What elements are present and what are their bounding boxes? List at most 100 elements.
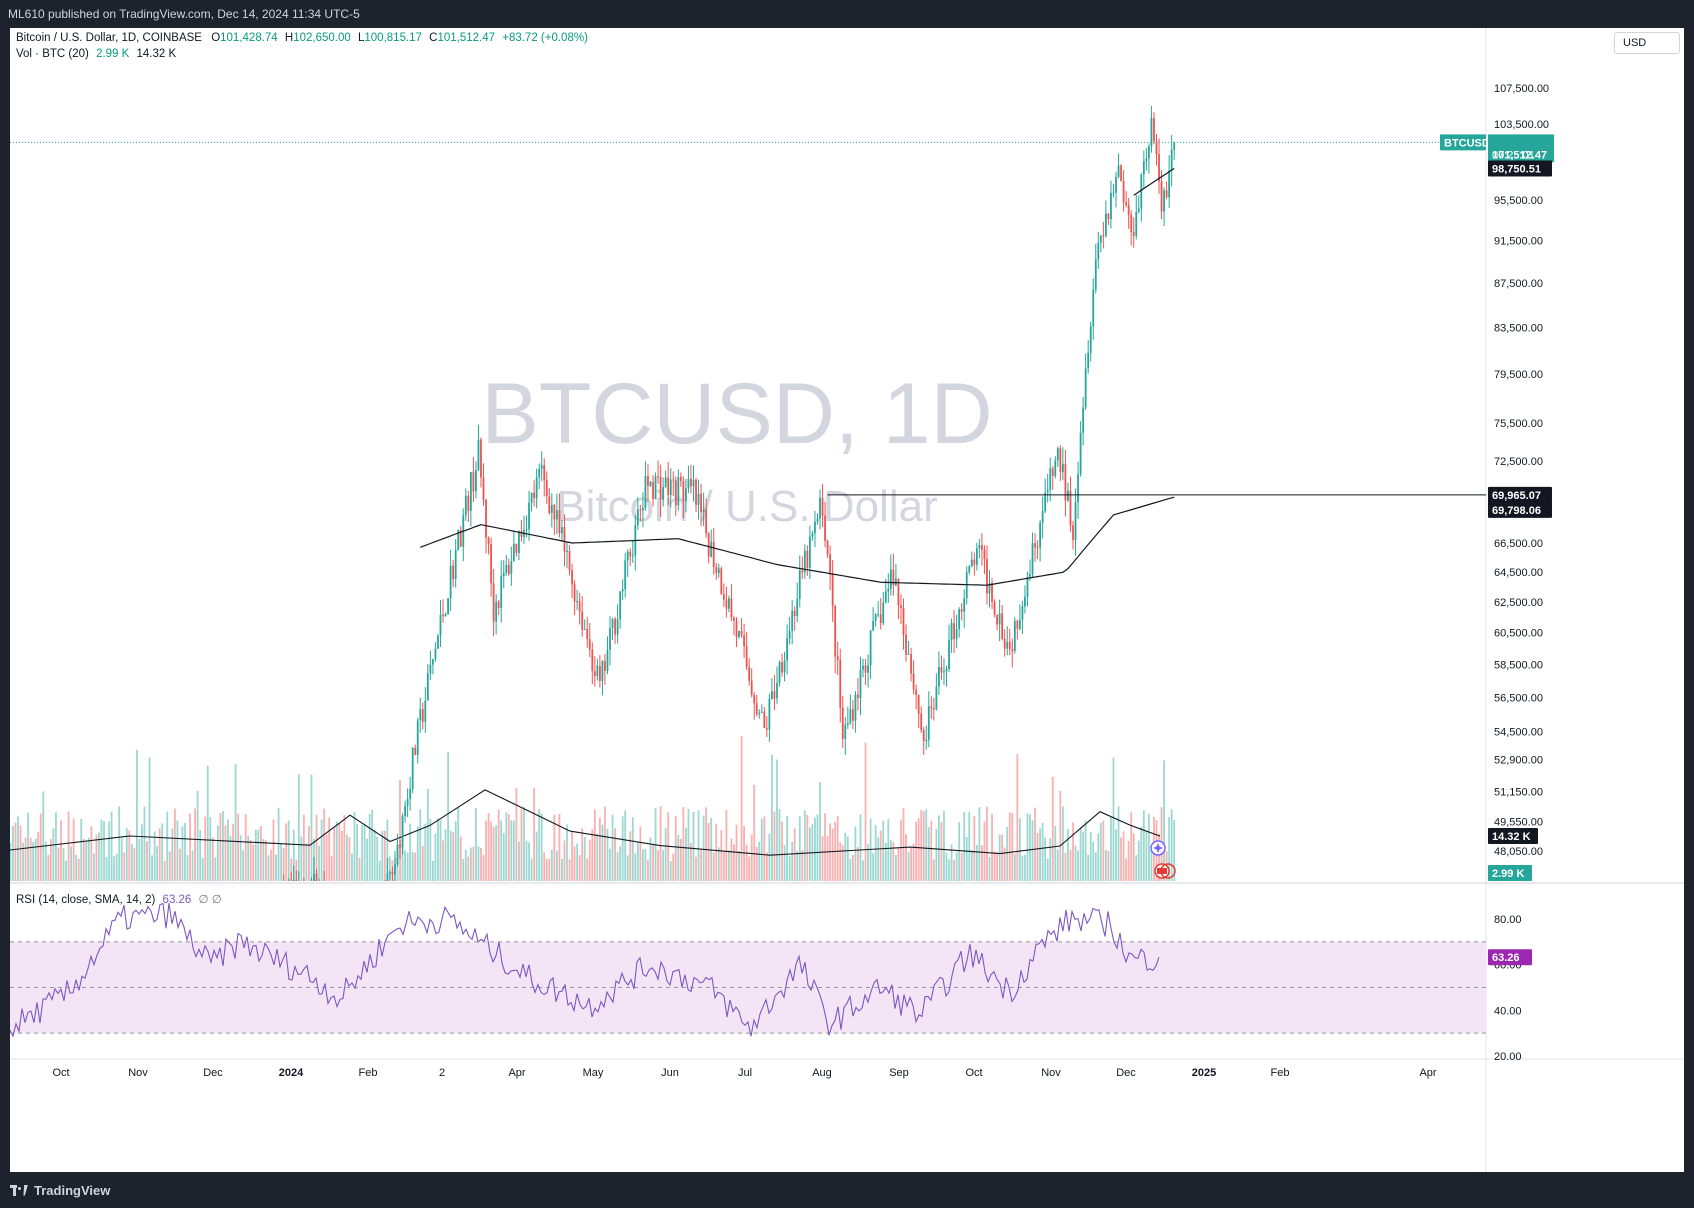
volume-bar — [14, 822, 17, 881]
volume-bar — [320, 819, 323, 881]
candle-body — [391, 872, 394, 875]
volume-bar — [907, 851, 910, 881]
volume-bar — [687, 808, 690, 881]
event-icons[interactable] — [1150, 840, 1176, 879]
volume-bar — [912, 843, 915, 881]
published-text: ML610 published on TradingView.com, Dec … — [8, 7, 360, 21]
candle-body — [945, 669, 948, 672]
volume-bar — [27, 812, 30, 881]
last-price-tag-bg — [1488, 134, 1554, 163]
volume-bar — [854, 826, 857, 881]
volume-bar — [581, 828, 584, 881]
candle-body — [1163, 190, 1165, 212]
volume-bar — [738, 850, 740, 881]
volume-bar — [614, 828, 616, 881]
volume-bar — [1130, 812, 1133, 881]
volume-bar — [244, 814, 247, 881]
candle-body — [1150, 118, 1153, 147]
volume-bar — [338, 822, 341, 881]
volume-bar — [996, 852, 998, 881]
candle-body — [836, 656, 839, 660]
price-axis-label: 75,500.00 — [1494, 418, 1543, 430]
volume-bar — [776, 759, 778, 881]
candle-body — [849, 709, 852, 723]
candle-body — [649, 481, 652, 487]
candle-body — [702, 509, 705, 513]
candle-body — [793, 610, 796, 616]
volume-bar — [429, 818, 432, 881]
volume-bar — [287, 820, 290, 881]
volume-bar — [1003, 847, 1006, 881]
volume-bar — [874, 825, 877, 881]
chart-frame[interactable]: BTCUSD, 1D Bitcoin / U.S. Dollar 107,500.… — [10, 28, 1684, 1172]
volume-bar — [237, 813, 239, 881]
candle-body — [750, 680, 753, 696]
volume-bar — [692, 812, 695, 881]
volume-bar — [702, 815, 705, 881]
volume-bar — [897, 847, 900, 881]
volume-bar — [604, 806, 606, 881]
volume-bar — [1064, 852, 1067, 881]
currency-button[interactable]: USD — [1614, 32, 1680, 54]
volume-bar — [846, 836, 849, 881]
volume-bar — [900, 819, 902, 881]
time-axis-label: Dec — [1116, 1067, 1136, 1079]
volume-bar — [404, 850, 406, 881]
candle-body — [1173, 142, 1176, 150]
candle-body — [902, 608, 905, 635]
volume-bar — [179, 848, 181, 881]
candle-body — [692, 479, 695, 487]
candle-body — [788, 630, 791, 639]
price-axis-label: 62,500.00 — [1494, 597, 1543, 609]
candle-body — [659, 477, 662, 500]
volume-bar — [571, 831, 573, 881]
candle-body — [548, 496, 551, 514]
symbol-legend[interactable]: Bitcoin / U.S. Dollar, 1D, COINBASE O101… — [16, 32, 588, 44]
chart-svg[interactable]: BTCUSD, 1D Bitcoin / U.S. Dollar 107,500.… — [10, 28, 1684, 1172]
candle-body — [943, 671, 945, 673]
candle-body — [983, 549, 986, 560]
candle-body — [1158, 154, 1160, 182]
volume-bar — [95, 834, 98, 881]
candle-body — [712, 541, 715, 568]
candle-body — [930, 706, 933, 709]
volume-bar — [649, 837, 652, 881]
volume-ma-tag-bg — [1488, 828, 1538, 844]
candle-body — [454, 549, 457, 580]
volume-bar — [343, 814, 346, 881]
volume-bar — [793, 828, 796, 881]
candle-body — [591, 649, 594, 672]
volume-bar — [373, 829, 376, 881]
tradingview-logo[interactable]: TradingView — [10, 1183, 110, 1198]
volume-bar — [173, 808, 176, 881]
volume-bar — [366, 838, 369, 881]
volume-bar — [682, 807, 685, 881]
candle-body — [998, 613, 1001, 625]
volume-bar — [981, 845, 983, 881]
price-axis-label: 54,500.00 — [1494, 726, 1543, 738]
volume-bar — [768, 833, 771, 881]
volume-bar — [593, 809, 596, 881]
volume-bar — [872, 853, 875, 881]
volume-bar — [998, 834, 1001, 881]
candle-body — [490, 543, 492, 584]
candle-body — [1059, 448, 1062, 473]
candle-body — [748, 667, 751, 681]
volume-bar — [426, 788, 429, 881]
rsi-legend[interactable]: RSI (14, close, SMA, 14, 2) 63.26 ∅ ∅ — [16, 892, 222, 906]
volume-bar — [502, 832, 505, 881]
candle-body — [662, 487, 665, 500]
candle-body — [1140, 174, 1143, 209]
candle-body — [824, 515, 826, 541]
candle-body — [710, 541, 713, 557]
volume-bar — [105, 856, 108, 881]
volume-legend[interactable]: Vol · BTC (20) 2.99 K 14.32 K — [16, 48, 176, 60]
candle-body — [566, 550, 568, 552]
candle-body — [409, 789, 412, 800]
candle-body — [487, 537, 490, 544]
volume-bar — [19, 825, 22, 881]
volume-bar — [705, 807, 708, 881]
volume-bar — [1112, 757, 1115, 881]
candle-body — [295, 879, 298, 881]
volume-bar — [1117, 806, 1120, 881]
